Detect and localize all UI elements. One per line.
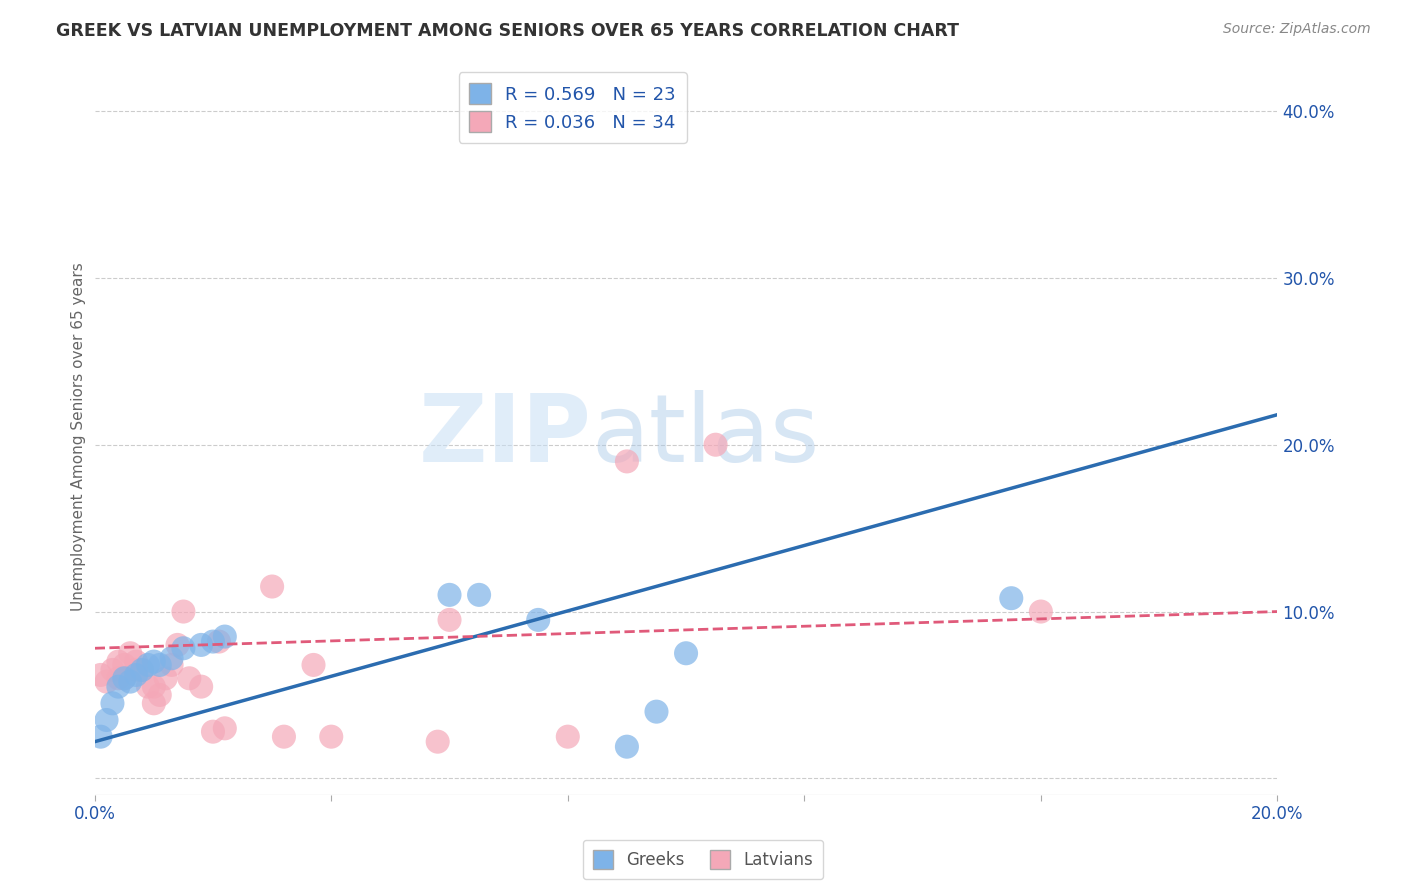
Text: GREEK VS LATVIAN UNEMPLOYMENT AMONG SENIORS OVER 65 YEARS CORRELATION CHART: GREEK VS LATVIAN UNEMPLOYMENT AMONG SENI…	[56, 22, 959, 40]
Point	[172, 605, 194, 619]
Point	[125, 663, 148, 677]
Point	[149, 688, 172, 702]
Point	[155, 671, 177, 685]
Point	[101, 696, 124, 710]
Point	[616, 739, 638, 754]
Point	[107, 655, 129, 669]
Point	[166, 638, 188, 652]
Point	[439, 588, 461, 602]
Point	[90, 730, 112, 744]
Point	[214, 722, 236, 736]
Point	[201, 634, 224, 648]
Legend: Greeks, Latvians: Greeks, Latvians	[583, 840, 823, 880]
Point	[190, 638, 212, 652]
Point	[96, 674, 118, 689]
Point	[131, 663, 153, 677]
Point	[149, 657, 172, 672]
Point	[201, 724, 224, 739]
Point	[208, 634, 231, 648]
Text: atlas: atlas	[592, 391, 820, 483]
Point	[262, 580, 284, 594]
Point	[142, 696, 165, 710]
Point	[439, 613, 461, 627]
Point	[214, 630, 236, 644]
Point	[557, 730, 579, 744]
Point	[120, 674, 142, 689]
Point	[101, 663, 124, 677]
Point	[675, 646, 697, 660]
Text: Source: ZipAtlas.com: Source: ZipAtlas.com	[1223, 22, 1371, 37]
Point	[142, 655, 165, 669]
Point	[190, 680, 212, 694]
Point	[136, 657, 159, 672]
Point	[112, 657, 135, 672]
Point	[1000, 591, 1022, 606]
Point	[112, 671, 135, 685]
Point	[125, 668, 148, 682]
Text: ZIP: ZIP	[419, 391, 592, 483]
Point	[107, 680, 129, 694]
Point	[468, 588, 491, 602]
Point	[131, 663, 153, 677]
Legend: R = 0.569   N = 23, R = 0.036   N = 34: R = 0.569 N = 23, R = 0.036 N = 34	[458, 72, 688, 143]
Point	[160, 657, 183, 672]
Point	[527, 613, 550, 627]
Point	[112, 671, 135, 685]
Point	[160, 651, 183, 665]
Point	[96, 713, 118, 727]
Point	[179, 671, 201, 685]
Point	[321, 730, 343, 744]
Point	[136, 680, 159, 694]
Y-axis label: Unemployment Among Seniors over 65 years: Unemployment Among Seniors over 65 years	[72, 262, 86, 611]
Point	[273, 730, 295, 744]
Point	[90, 668, 112, 682]
Point	[704, 438, 727, 452]
Point	[426, 734, 449, 748]
Point	[172, 641, 194, 656]
Point	[302, 657, 325, 672]
Point	[616, 454, 638, 468]
Point	[107, 671, 129, 685]
Point	[645, 705, 668, 719]
Point	[142, 680, 165, 694]
Point	[1029, 605, 1052, 619]
Point	[125, 655, 148, 669]
Point	[120, 646, 142, 660]
